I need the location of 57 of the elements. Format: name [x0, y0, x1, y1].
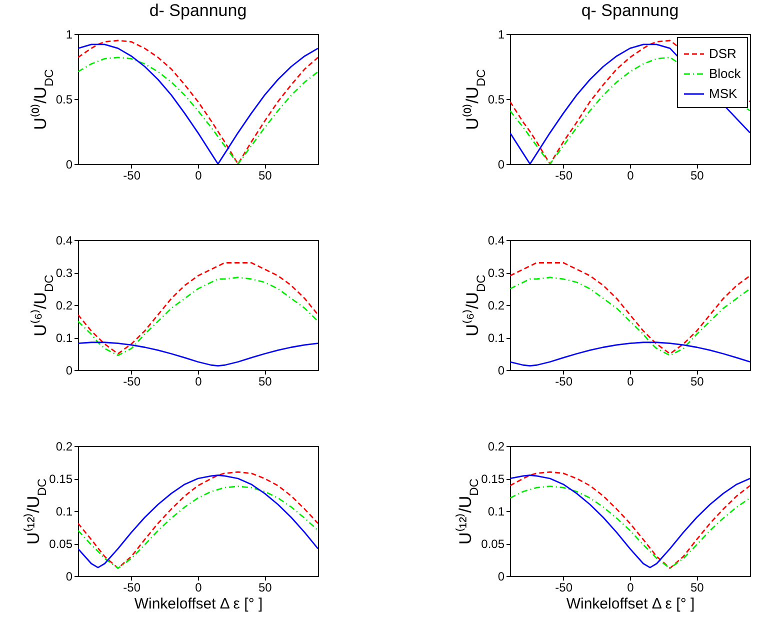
- line-series: [510, 276, 750, 356]
- y-tick-label: 0.15: [49, 472, 73, 486]
- legend-label: Block: [709, 66, 742, 81]
- y-tick-label: 0.1: [56, 504, 73, 518]
- y-tick-label: 0: [66, 158, 73, 172]
- x-tick-label: 50: [258, 374, 272, 388]
- chart-title: d- Spannung: [149, 1, 247, 20]
- y-tick-label: 0.05: [481, 537, 505, 551]
- y-tick-label: 0.15: [481, 472, 505, 486]
- x-tick-label: -50: [555, 374, 573, 388]
- x-tick-label: 0: [627, 374, 634, 388]
- x-tick-label: 0: [195, 168, 202, 182]
- x-tick-label: -50: [123, 374, 141, 388]
- y-tick-label: 0.1: [488, 504, 505, 518]
- y-tick-label: 0.1: [488, 331, 505, 345]
- line-series: [78, 276, 318, 356]
- line-series: [78, 262, 318, 354]
- line-series: [510, 262, 750, 354]
- x-tick-label: 50: [258, 580, 272, 594]
- x-tick-label: 0: [627, 168, 634, 182]
- x-tick-label: -50: [123, 580, 141, 594]
- x-tick-label: -50: [123, 168, 141, 182]
- y-tick-label: 0.1: [56, 331, 73, 345]
- x-tick-label: 50: [690, 168, 704, 182]
- x-tick-label: 50: [690, 580, 704, 594]
- chart-title: q- Spannung: [581, 1, 679, 20]
- x-tick-label: -50: [555, 580, 573, 594]
- x-tick-label: 0: [627, 580, 634, 594]
- y-tick-label: 0: [66, 364, 73, 378]
- y-tick-label: 0.3: [488, 266, 505, 280]
- y-tick-label: 0.4: [56, 234, 73, 248]
- y-tick-label: 0.05: [49, 537, 73, 551]
- x-tick-label: 0: [195, 374, 202, 388]
- legend-label: MSK: [709, 86, 738, 101]
- line-series: [510, 342, 750, 366]
- y-tick-label: 1: [498, 28, 505, 42]
- y-tick-label: 0.2: [488, 298, 505, 312]
- x-axis-title: Winkeloffset Δ ε [° ]: [134, 596, 263, 612]
- y-tick-label: 0.5: [56, 92, 73, 106]
- y-tick-label: 0.2: [56, 440, 73, 454]
- y-tick-label: 0.3: [56, 266, 73, 280]
- y-tick-label: 0: [498, 364, 505, 378]
- y-tick-label: 0.2: [488, 440, 505, 454]
- x-tick-label: 50: [258, 168, 272, 182]
- line-series: [78, 342, 318, 366]
- y-tick-label: 1: [66, 28, 73, 42]
- legend-label: DSR: [709, 46, 736, 61]
- y-tick-label: 0.5: [488, 92, 505, 106]
- y-tick-label: 0: [498, 570, 505, 584]
- x-tick-label: -50: [555, 168, 573, 182]
- y-tick-label: 0.2: [56, 298, 73, 312]
- x-tick-label: 50: [690, 374, 704, 388]
- x-axis-title: Winkeloffset Δ ε [° ]: [566, 596, 695, 612]
- x-tick-label: 0: [195, 580, 202, 594]
- y-tick-label: 0.4: [488, 234, 505, 248]
- y-tick-label: 0: [498, 158, 505, 172]
- y-tick-label: 0: [66, 570, 73, 584]
